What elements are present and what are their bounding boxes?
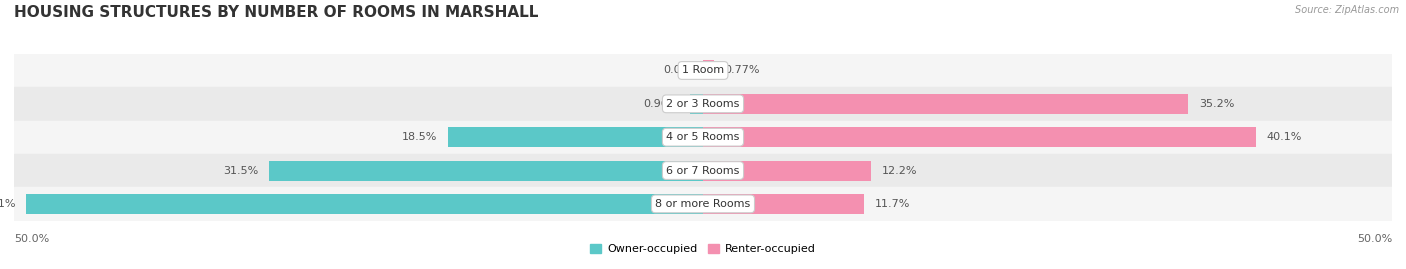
Bar [703,61,714,80]
Bar [690,94,703,114]
Bar [449,127,703,147]
Bar [27,194,703,214]
Bar [14,87,1392,121]
Bar [14,187,1392,221]
Text: 12.2%: 12.2% [882,165,918,176]
Bar [269,161,703,180]
Text: 35.2%: 35.2% [1199,99,1234,109]
Text: Source: ZipAtlas.com: Source: ZipAtlas.com [1295,5,1399,15]
Text: 11.7%: 11.7% [875,199,911,209]
Text: HOUSING STRUCTURES BY NUMBER OF ROOMS IN MARSHALL: HOUSING STRUCTURES BY NUMBER OF ROOMS IN… [14,5,538,20]
Text: 2 or 3 Rooms: 2 or 3 Rooms [666,99,740,109]
Text: 40.1%: 40.1% [1267,132,1302,142]
Bar [703,94,1188,114]
Text: 8 or more Rooms: 8 or more Rooms [655,199,751,209]
Text: 0.77%: 0.77% [724,65,761,76]
Bar [14,121,1392,154]
Legend: Owner-occupied, Renter-occupied: Owner-occupied, Renter-occupied [586,239,820,259]
Text: 50.0%: 50.0% [14,234,49,244]
Text: 31.5%: 31.5% [222,165,257,176]
Text: 1 Room: 1 Room [682,65,724,76]
Bar [14,154,1392,187]
Bar [703,161,872,180]
Text: 6 or 7 Rooms: 6 or 7 Rooms [666,165,740,176]
Text: 0.0%: 0.0% [664,65,692,76]
Bar [703,127,1256,147]
Text: 4 or 5 Rooms: 4 or 5 Rooms [666,132,740,142]
Text: 18.5%: 18.5% [402,132,437,142]
Text: 0.96%: 0.96% [644,99,679,109]
Bar [14,54,1392,87]
Text: 50.0%: 50.0% [1357,234,1392,244]
Text: 49.1%: 49.1% [0,199,15,209]
Bar [703,194,865,214]
